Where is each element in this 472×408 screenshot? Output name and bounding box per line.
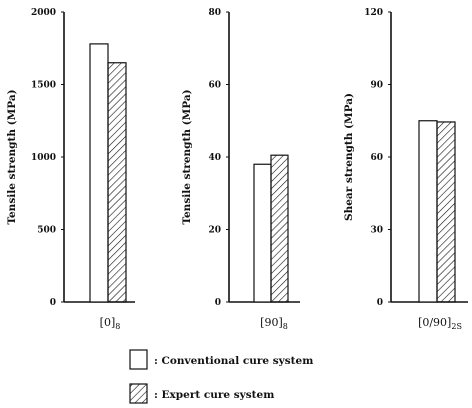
panel-2-bar-conventional	[253, 163, 272, 303]
panel-1-tick-label-2: 1000	[31, 153, 56, 163]
panel-3-tick-label-1: 30	[370, 226, 383, 236]
panel-3-y-ticks: 0 30 60 90 120	[364, 8, 391, 308]
panel-2-y-ticks: 0 20 40 60 80	[208, 8, 229, 308]
legend: : Conventional cure system : Expert cure…	[129, 349, 313, 404]
legend-label-expert: : Expert cure system	[154, 389, 274, 401]
panel-2-category-label: [90]8	[260, 316, 288, 331]
panel-1-category-label: [0]8	[100, 316, 121, 331]
panel-1-tick-label-1: 500	[37, 226, 56, 236]
panel-2-bar-expert	[270, 154, 289, 303]
panel-2-tick-label-1: 20	[208, 226, 221, 236]
legend-swatch-conventional	[129, 349, 148, 370]
panel-3-tick-label-4: 120	[364, 8, 383, 18]
panel-1-y-axis-label: Tensile strength (MPa)	[6, 89, 18, 224]
panel-1-tick-label-4: 2000	[31, 8, 56, 18]
panel-3-category-label: [0/90]2S	[418, 316, 462, 331]
legend-swatch-expert	[129, 383, 148, 404]
panel-1-bar-conventional	[89, 43, 109, 303]
panel-2-tick-label-4: 80	[208, 8, 221, 18]
panel-2-tick-label-3: 60	[208, 81, 221, 91]
panel-3-bar-expert	[436, 121, 456, 303]
panel-2-tick-label-2: 40	[208, 153, 221, 163]
panel-90-degree-tensile: 0 20 40 60 80 Tensile strength (MPa) [90]8	[181, 8, 300, 331]
panel-3-tick-label-2: 60	[370, 153, 383, 163]
panel-1-y-ticks: 0 500 1000 1500 2000	[31, 8, 64, 308]
panel-1-bar-expert	[107, 62, 127, 303]
panel-3-y-axis-label: Shear strength (MPa)	[343, 93, 355, 221]
panel-3-tick-label-0: 0	[377, 298, 383, 308]
panel-2-tick-label-0: 0	[215, 298, 221, 308]
panel-1-tick-label-3: 1500	[31, 81, 56, 91]
panel-0-90-shear: 0 30 60 90 120 Shear strength (MPa) [0/90]2S	[343, 8, 468, 331]
legend-label-conventional: : Conventional cure system	[154, 355, 313, 367]
panel-3-tick-label-3: 90	[370, 81, 383, 91]
panel-3-bar-conventional	[418, 120, 438, 303]
panel-1-tick-label-0: 0	[50, 298, 56, 308]
panel-2-y-axis-label: Tensile strength (MPa)	[181, 89, 193, 224]
